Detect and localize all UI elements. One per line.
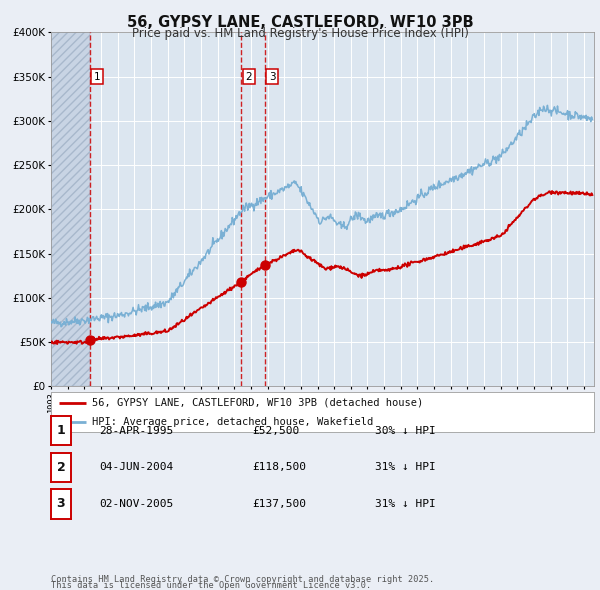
Text: 04-JUN-2004: 04-JUN-2004 [99, 463, 173, 472]
Text: £118,500: £118,500 [252, 463, 306, 472]
Text: HPI: Average price, detached house, Wakefield: HPI: Average price, detached house, Wake… [92, 417, 373, 427]
Text: £52,500: £52,500 [252, 426, 299, 435]
Text: 2: 2 [56, 461, 65, 474]
Text: 31% ↓ HPI: 31% ↓ HPI [375, 463, 436, 472]
Text: 1: 1 [94, 72, 100, 81]
Bar [51, 32, 89, 386]
Text: 56, GYPSY LANE, CASTLEFORD, WF10 3PB (detached house): 56, GYPSY LANE, CASTLEFORD, WF10 3PB (de… [92, 398, 423, 408]
Text: £137,500: £137,500 [252, 499, 306, 509]
Text: Contains HM Land Registry data © Crown copyright and database right 2025.: Contains HM Land Registry data © Crown c… [51, 575, 434, 584]
Text: 28-APR-1995: 28-APR-1995 [99, 426, 173, 435]
Text: This data is licensed under the Open Government Licence v3.0.: This data is licensed under the Open Gov… [51, 581, 371, 590]
Text: 31% ↓ HPI: 31% ↓ HPI [375, 499, 436, 509]
Text: 1: 1 [56, 424, 65, 437]
Text: 2: 2 [245, 72, 252, 81]
Text: Price paid vs. HM Land Registry's House Price Index (HPI): Price paid vs. HM Land Registry's House … [131, 27, 469, 40]
Text: 30% ↓ HPI: 30% ↓ HPI [375, 426, 436, 435]
Text: 3: 3 [56, 497, 65, 510]
Text: 02-NOV-2005: 02-NOV-2005 [99, 499, 173, 509]
Text: 56, GYPSY LANE, CASTLEFORD, WF10 3PB: 56, GYPSY LANE, CASTLEFORD, WF10 3PB [127, 15, 473, 30]
Text: 3: 3 [269, 72, 275, 81]
